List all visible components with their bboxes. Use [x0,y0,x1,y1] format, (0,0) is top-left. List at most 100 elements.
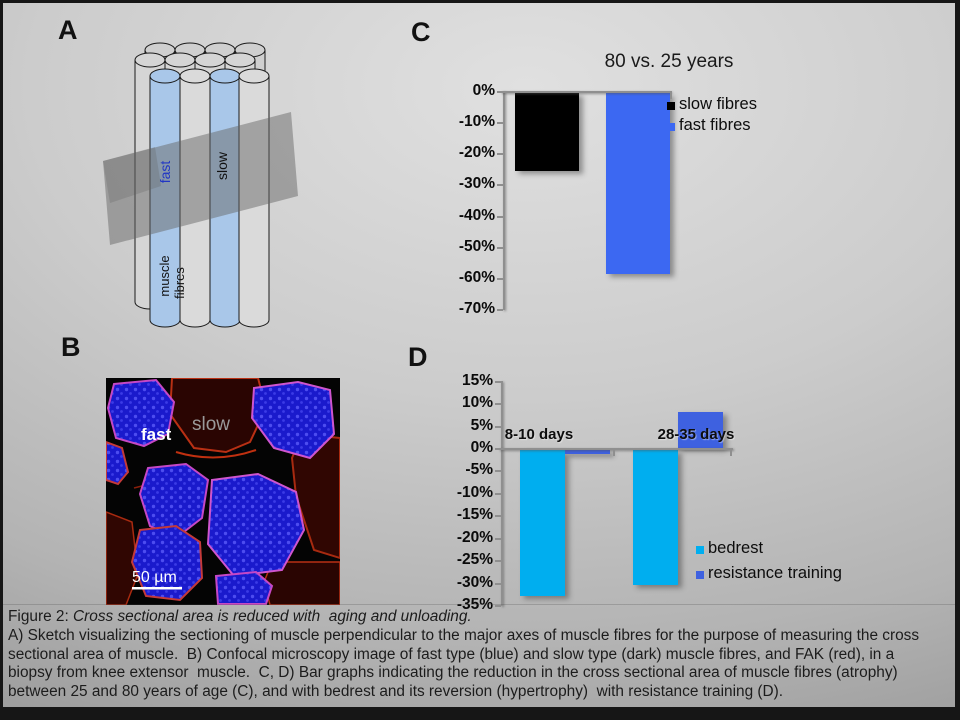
slow-fibre-region [263,561,340,605]
y-tick [495,560,501,563]
y-tick-label: -40% [458,206,495,224]
slow-fibre-region [168,378,268,454]
x-axis-tick [670,91,672,99]
legend-item: fast fibres [667,116,847,138]
y-axis [501,381,503,606]
fibre-cylinder [179,76,211,328]
category-label: 28-35 days [657,426,735,443]
y-tick [495,582,501,585]
y-tick [495,492,501,495]
y-tick [495,448,501,450]
legend-swatch [667,123,675,131]
fast-fibre-region [130,524,204,602]
caption-figure-number: Figure 2: [8,608,74,625]
y-tick-label: 0% [470,439,493,456]
fast-annotation: fast [141,425,172,444]
fast-fibre-region [214,570,274,605]
legend-item: resistance training [696,564,876,586]
y-tick-label: -35% [456,596,493,613]
muscle-fibres-label-line1: muscle [157,255,172,296]
y-tick [497,122,503,125]
y-tick-label: 15% [461,371,493,389]
y-tick [495,470,501,473]
panel-b-letter: B [61,332,81,362]
fast-fibre-region [250,380,336,460]
fibre-cylinder [149,76,181,328]
slow-annotation: slow [192,414,230,435]
legend-label: bedrest [708,539,764,557]
slow-fibre-label: slow [214,151,230,180]
charts-layer: 0% -10% -20% -30% -40% -50% -60% -70% 80 vs. 25 … [3,3,955,707]
figure-caption: Figure 2: Cross sectional area is reduce… [3,604,955,702]
y-tick-label: -10% [458,113,495,131]
bar-fast-fibres-0 [606,93,670,274]
y-tick [497,184,503,187]
y-tick [495,515,501,518]
bar-resistance-training-0 [565,450,610,455]
y-tick-label: -70% [458,299,495,317]
y-tick [495,605,501,607]
caption-line: between 25 and 80 years of age (C), and … [8,683,784,701]
y-tick-label: -30% [458,175,495,193]
panel-a-letter: A [58,15,78,45]
y-tick-label: 10% [461,394,493,412]
caption-line: biopsy from knee extensor muscle. C, D) … [8,664,898,682]
fibre-cylinders [134,42,270,328]
y-tick [497,215,503,218]
x-axis-tick [613,448,615,456]
x-axis-tick [730,448,732,456]
y-axis [503,91,505,310]
fast-fibre-region [138,462,210,540]
y-tick-label: -20% [456,528,493,546]
legend-swatch [696,571,704,579]
bar-bedrest-0 [520,450,565,596]
caption-line: A) Sketch visualizing the sectioning of … [8,626,920,644]
scale-bar-label: 50 µm [132,569,177,586]
slow-fibre-region [290,432,340,560]
y-tick [495,425,501,428]
category-label: 8-10 days [504,426,574,443]
fibre-cylinder-top [238,68,270,84]
fast-fibre-label: fast [157,161,173,184]
scale-bar [132,587,182,590]
legend-label: fast fibres [679,116,751,134]
x-axis [499,448,733,450]
sectioning-plane-shade [103,147,161,203]
caption-line: sectional area of muscle. B) Confocal mi… [8,645,895,663]
y-tick [497,308,503,311]
y-tick-label: -15% [456,506,493,524]
y-tick-label: 5% [470,416,493,434]
y-tick-label: -20% [458,144,495,162]
y-tick-label: -25% [456,551,493,569]
panel-c-letter: C [411,17,431,47]
fak-membrane [175,449,257,459]
x-axis [501,91,671,93]
y-tick-label: -50% [458,237,495,255]
legend-label: slow fibres [679,95,757,113]
fast-fibre-region [206,472,306,578]
fibre-cylinder-top [224,52,256,68]
y-tick [497,153,503,156]
bar-slow-fibres-0 [515,93,579,171]
fibre-cylinder [238,76,270,328]
legend-swatch [696,546,704,554]
legend-item: bedrest [696,539,876,561]
muscle-fibres-label-line2: fibres [172,267,187,299]
y-tick-label: -5% [465,461,493,479]
y-tick [495,537,501,540]
y-tick [497,246,503,249]
y-tick-label: -10% [456,483,493,501]
y-tick [497,91,503,93]
y-tick-label: -60% [458,268,495,286]
legend-item: slow fibres [667,95,847,117]
y-tick [497,277,503,280]
y-tick [495,380,501,383]
muscle-fibre-sketch: fast slow muscle fibres [103,42,298,328]
bar-bedrest-1 [633,450,678,585]
confocal-microscopy-image: fast slow 50 µm [106,378,340,605]
y-tick [495,403,501,406]
fast-fibre-region [106,440,130,486]
bar-resistance-training-1 [678,412,723,448]
caption-title: Cross sectional area is reduced with agi… [73,608,472,625]
